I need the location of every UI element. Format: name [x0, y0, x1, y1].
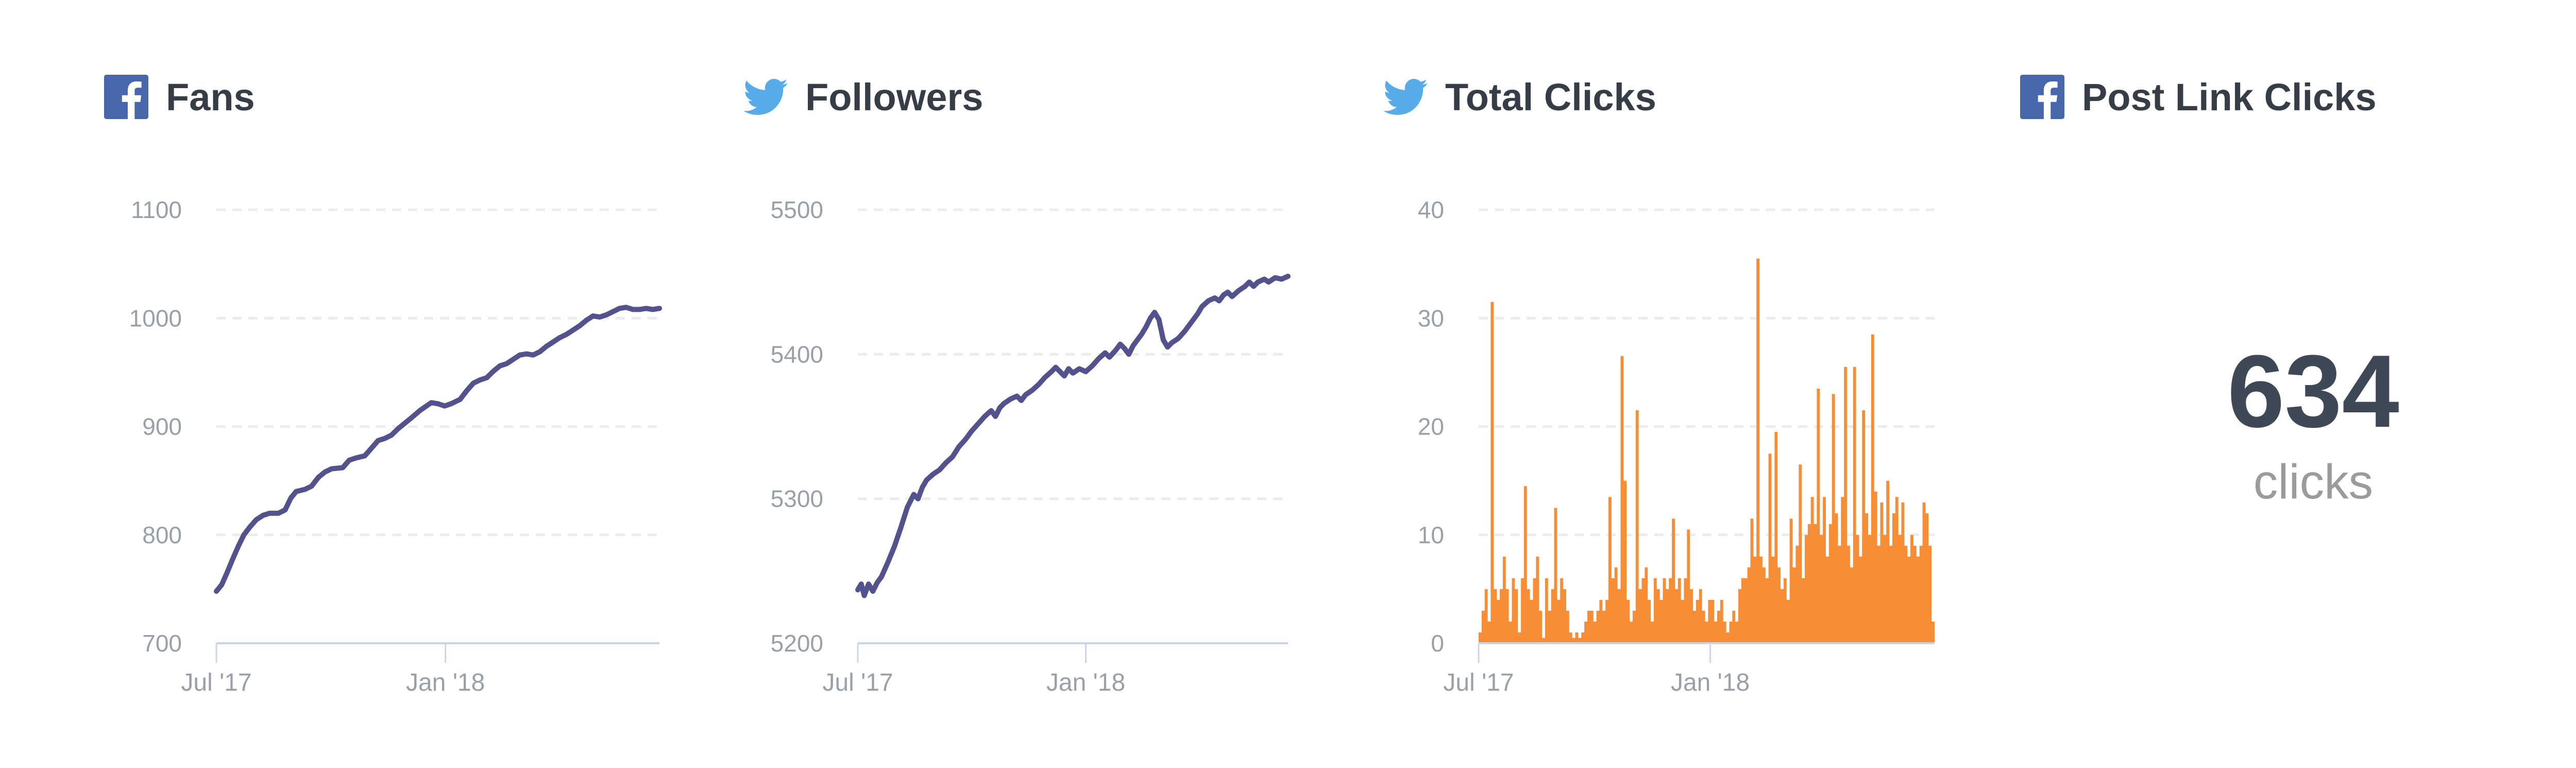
x-axis-label: Jul '17	[822, 669, 893, 696]
y-axis-label: 5500	[771, 196, 823, 223]
y-axis-label: 1100	[131, 196, 182, 223]
post-link-clicks-metric: 634 clicks	[2128, 340, 2499, 507]
fans-chart-svg[interactable]: 1100 1000 900 800 700 Jul '17 Jan '18	[124, 196, 680, 711]
y-axis-label: 20	[1418, 413, 1444, 440]
panel-header-followers: Followers	[743, 75, 983, 119]
fans-series-line[interactable]	[214, 305, 662, 594]
facebook-icon	[104, 75, 148, 119]
post-link-clicks-label: clicks	[2253, 455, 2374, 509]
total-clicks-area-chart[interactable]: 40 30 20 10 0 Jul '17 Jan '18	[1386, 196, 1955, 711]
twitter-icon	[1383, 79, 1428, 115]
y-axis-label: 5300	[771, 486, 823, 512]
panel-title-post-link-clicks: Post Link Clicks	[2082, 75, 2377, 119]
y-axis-label: 1000	[129, 305, 182, 331]
y-axis-label: 800	[142, 522, 182, 548]
twitter-icon	[743, 79, 788, 115]
followers-chart-svg[interactable]: 5500 5400 5300 5200 Jul '17 Jan '18	[765, 196, 1309, 711]
panel-title-total-clicks: Total Clicks	[1445, 75, 1656, 119]
x-axis-label: Jan '18	[406, 669, 485, 696]
x-axis-label: Jul '17	[1443, 669, 1514, 696]
y-axis-label: 5200	[771, 630, 823, 657]
panel-header-post-link-clicks: Post Link Clicks	[2020, 75, 2377, 119]
x-axis-label: Jan '18	[1671, 669, 1750, 696]
followers-line-chart[interactable]: 5500 5400 5300 5200 Jul '17 Jan '18	[765, 196, 1309, 711]
y-axis-label: 700	[142, 630, 182, 657]
y-axis-label: 5400	[771, 341, 823, 368]
panel-header-total-clicks: Total Clicks	[1383, 75, 1656, 119]
x-axis-label: Jul '17	[181, 669, 251, 696]
fans-line-chart[interactable]: 1100 1000 900 800 700 Jul '17 Jan '18	[124, 196, 680, 711]
x-axis-label: Jan '18	[1046, 669, 1125, 696]
panel-title-fans: Fans	[166, 75, 255, 119]
post-link-clicks-value: 634	[2227, 334, 2399, 449]
y-axis-label: 40	[1418, 196, 1444, 223]
y-axis-label: 10	[1418, 522, 1444, 548]
facebook-icon	[2020, 75, 2064, 119]
total-clicks-chart-svg[interactable]: 40 30 20 10 0 Jul '17 Jan '18	[1386, 196, 1955, 711]
panel-header-fans: Fans	[104, 75, 255, 119]
y-axis-label: 30	[1418, 305, 1444, 331]
y-axis-label: 0	[1431, 630, 1444, 657]
total-clicks-series-area[interactable]	[1479, 258, 1935, 644]
y-axis-label: 900	[142, 413, 182, 440]
panel-title-followers: Followers	[805, 75, 984, 119]
followers-series-line[interactable]	[855, 274, 1291, 598]
